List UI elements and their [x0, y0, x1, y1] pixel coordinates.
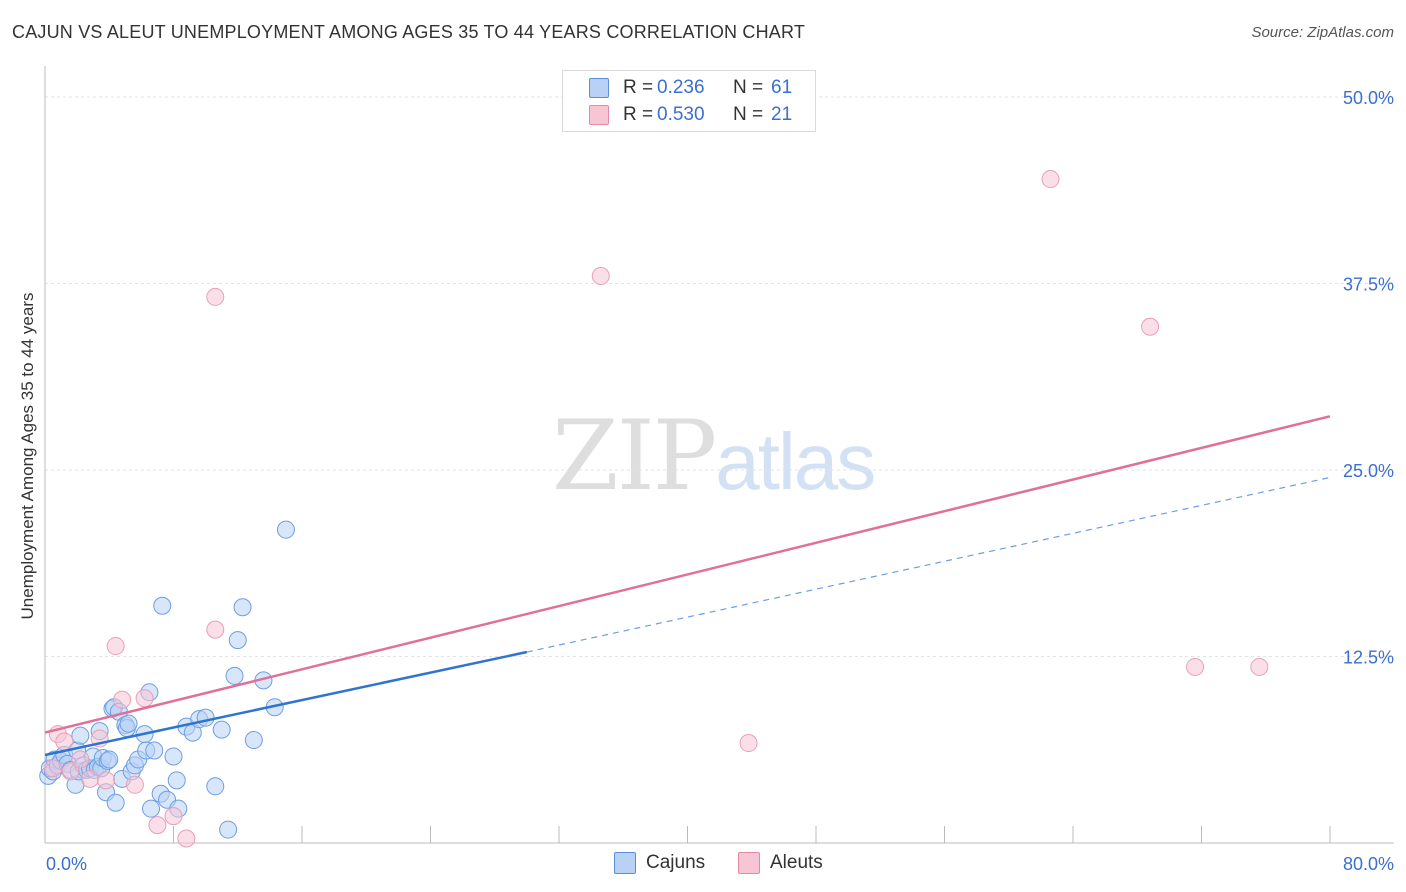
point-cajuns-39 — [142, 799, 161, 818]
point-aleuts-14 — [177, 829, 196, 848]
point-cajuns-12 — [71, 726, 90, 745]
point-cajuns-44 — [164, 747, 183, 766]
y-tick-label-3: 50.0% — [1343, 88, 1394, 108]
point-aleuts-8 — [106, 637, 125, 656]
point-aleuts-18 — [739, 734, 758, 753]
point-aleuts-20 — [1141, 317, 1160, 336]
point-cajuns-27 — [106, 793, 125, 812]
y-tick-label-2: 37.5% — [1343, 275, 1394, 295]
n-label: N = — [733, 77, 764, 98]
point-cajuns-52 — [212, 720, 231, 739]
point-aleuts-22 — [1250, 657, 1269, 676]
series-legend: Cajuns Aleuts — [0, 852, 1406, 876]
point-aleuts-13 — [164, 807, 183, 826]
point-cajuns-53 — [219, 820, 238, 839]
stats-legend: R = 0.236 N = 61 R = 0.530 N = 21 — [562, 70, 816, 132]
point-cajuns-57 — [244, 731, 263, 750]
point-aleuts-15 — [206, 620, 225, 639]
point-aleuts-17 — [591, 267, 610, 286]
point-aleuts-16 — [206, 287, 225, 306]
r-value-aleuts: 0.530 — [657, 104, 705, 125]
n-value-aleuts: 21 — [771, 104, 793, 125]
point-cajuns-56 — [233, 598, 252, 617]
point-aleuts-11 — [135, 689, 154, 708]
point-cajuns-54 — [225, 666, 244, 685]
point-aleuts-9 — [113, 690, 132, 709]
legend-swatch-cajuns-bottom — [614, 852, 636, 874]
r-label: R = — [623, 104, 654, 125]
y-tick-label-1: 25.0% — [1343, 461, 1394, 481]
point-aleuts-5 — [80, 769, 99, 788]
point-cajuns-24 — [100, 750, 119, 769]
point-cajuns-32 — [119, 714, 138, 733]
point-cajuns-40 — [145, 741, 164, 760]
point-cajuns-42 — [153, 596, 172, 615]
point-cajuns-45 — [167, 771, 186, 790]
point-aleuts-2 — [55, 732, 74, 751]
point-cajuns-50 — [196, 708, 215, 727]
legend-label-cajuns: Cajuns — [646, 852, 706, 873]
trendline-cajuns — [44, 650, 528, 757]
legend-item-cajuns: Cajuns — [614, 852, 705, 874]
r-value-cajuns: 0.236 — [657, 77, 705, 98]
trendline-aleuts — [44, 415, 1331, 734]
legend-swatch-aleuts-bottom — [738, 852, 760, 874]
point-aleuts-4 — [71, 750, 90, 769]
n-value-cajuns: 61 — [771, 77, 793, 98]
chart-title: CAJUN VS ALEUT UNEMPLOYMENT AMONG AGES 3… — [12, 22, 806, 42]
legend-label-aleuts: Aleuts — [770, 852, 823, 873]
r-label: R = — [623, 77, 654, 98]
legend-swatch-cajuns — [589, 78, 609, 98]
legend-swatch-aleuts — [589, 105, 609, 125]
legend-item-aleuts: Aleuts — [738, 852, 823, 874]
x-tick-label-min: 0.0% — [46, 854, 87, 874]
point-aleuts-7 — [97, 771, 116, 790]
n-label: N = — [733, 104, 764, 125]
point-aleuts-0 — [44, 759, 63, 778]
legend-row-cajuns: R = 0.236 N = 61 — [589, 77, 792, 99]
point-aleuts-21 — [1186, 657, 1205, 676]
point-cajuns-51 — [206, 777, 225, 796]
source-credit: Source: ZipAtlas.com — [1251, 24, 1394, 41]
point-aleuts-3 — [61, 762, 80, 781]
x-tick-label-max: 80.0% — [1343, 854, 1394, 874]
legend-row-aleuts: R = 0.530 N = 21 — [589, 104, 792, 126]
point-cajuns-55 — [228, 631, 247, 650]
point-aleuts-19 — [1041, 170, 1060, 189]
y-tick-label-0: 12.5% — [1343, 648, 1394, 668]
point-aleuts-12 — [148, 816, 167, 835]
trendline-cajuns-extrapolated — [526, 476, 1331, 653]
point-aleuts-10 — [125, 775, 144, 794]
point-cajuns-60 — [276, 520, 295, 539]
